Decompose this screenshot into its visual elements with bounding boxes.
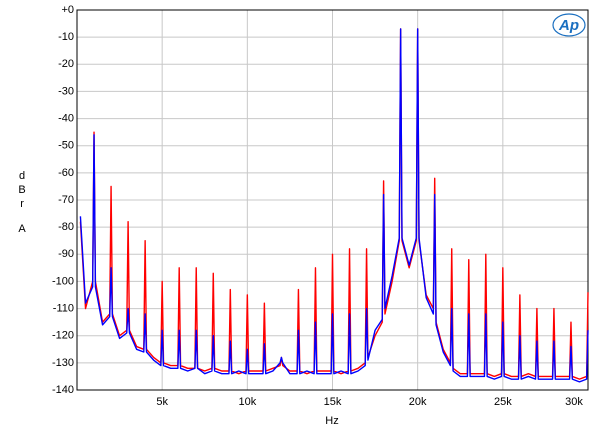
- x-tick-label: 5k: [156, 396, 168, 408]
- series-line: [79, 28, 589, 383]
- x-tick-label: 20k: [409, 396, 427, 408]
- y-tick-label: -20: [58, 58, 74, 70]
- y-axis-label: dBr: [16, 170, 28, 212]
- logo-ring: [552, 13, 586, 37]
- x-tick-label: 15k: [324, 396, 342, 408]
- y-tick-label: -100: [52, 275, 74, 287]
- y-tick-label: -60: [58, 167, 74, 179]
- y-axis-label-2: A: [18, 223, 26, 235]
- x-tick-label: 30k: [565, 396, 583, 408]
- y-tick-label: -140: [52, 384, 74, 396]
- x-axis-label: Hz: [325, 415, 338, 427]
- y-tick-label: +0: [61, 4, 74, 16]
- plot-frame: [76, 9, 589, 391]
- y-tick-label: -70: [58, 194, 74, 206]
- y-tick-label: -50: [58, 140, 74, 152]
- y-tick-label: -110: [53, 302, 74, 314]
- x-tick-label: 25k: [494, 396, 512, 408]
- x-tick-label: 10k: [238, 396, 256, 408]
- y-tick-label: -90: [58, 248, 74, 260]
- y-tick-label: -130: [52, 357, 74, 369]
- y-tick-label: -120: [52, 330, 74, 342]
- logo: Ap: [558, 17, 579, 34]
- y-tick-label: -10: [58, 31, 74, 43]
- y-tick-label: -30: [58, 85, 74, 97]
- y-tick-label: -40: [58, 112, 74, 124]
- y-tick-label: -80: [58, 221, 74, 233]
